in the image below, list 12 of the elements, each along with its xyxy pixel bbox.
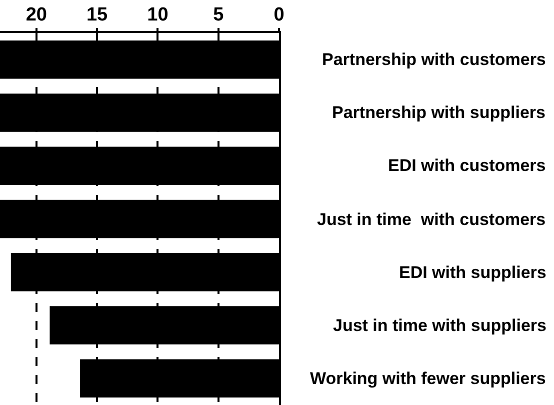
x-tick-label: 5 — [213, 4, 224, 26]
y-tick-label: EDI with suppliers — [399, 263, 546, 282]
y-tick-label: EDI with customers — [388, 156, 546, 175]
x-tick-label: 0 — [274, 4, 284, 26]
y-tick-label: Just in time with customers — [317, 210, 546, 229]
y-tick-label: Working with fewer suppliers — [310, 369, 546, 388]
x-tick-label: 10 — [147, 4, 168, 26]
y-tick-label: Partnership with suppliers — [332, 103, 546, 122]
y-tick-label: Partnership with customers — [322, 50, 546, 69]
y-tick-label: Just in time with suppliers — [333, 316, 546, 335]
x-tick-label: 15 — [86, 4, 108, 26]
x-tick-label: 20 — [26, 4, 47, 26]
